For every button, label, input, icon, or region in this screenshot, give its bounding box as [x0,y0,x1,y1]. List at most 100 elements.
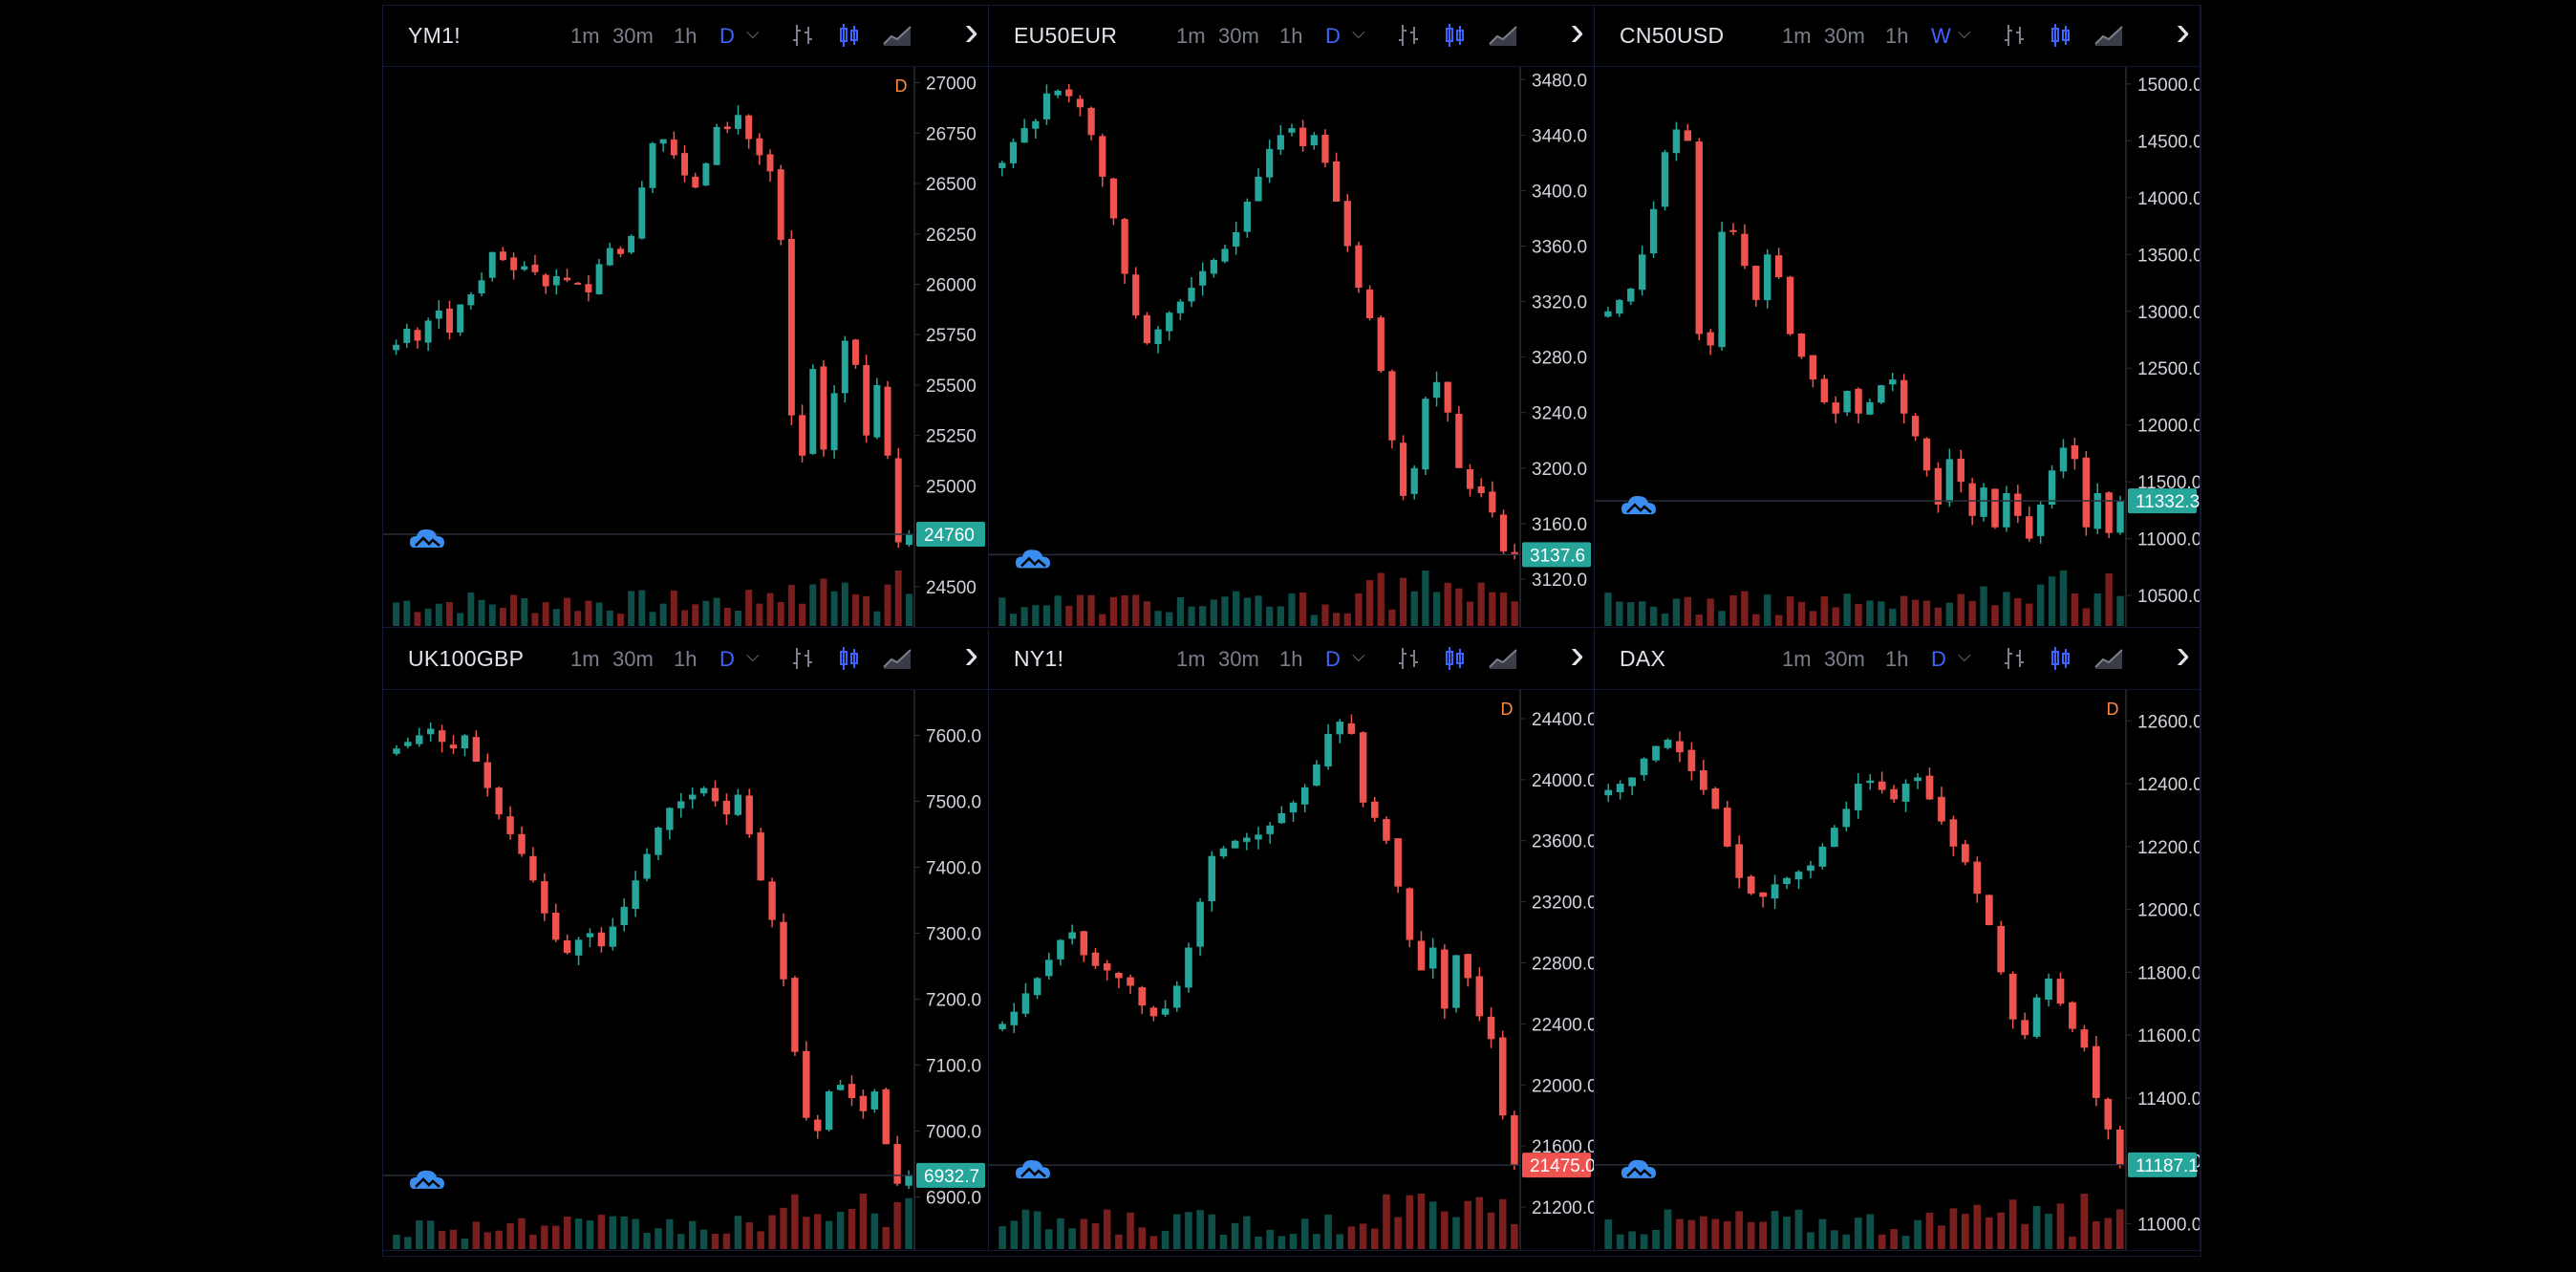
price-chart[interactable]: 24400.0 24000.0 23600.0 23200.0 22800.0 22400… [989,690,1595,1251]
timeframe-30m-button[interactable]: 30m [1218,647,1259,671]
chevron-down-icon[interactable]: ⌵ [746,646,760,665]
volume-bar [1997,1212,2006,1249]
interval-button[interactable]: D [1325,647,1341,671]
timeframe-30m-button[interactable]: 30m [1824,24,1865,48]
bar-chart-icon[interactable] [788,644,817,673]
chevron-down-icon[interactable]: ⌵ [1958,646,1971,665]
volume-bar [1410,591,1418,626]
candlestick-icon[interactable] [834,21,863,50]
timeframe-1h-button[interactable]: 1h [1885,647,1909,671]
chart-panel-ny1[interactable]: NY1! 1m 30m 1h D ⌵ › 24400.0 24000.0 23600.0 23200… [989,629,1595,1251]
y-tick-label: 24500 [926,578,977,598]
chevron-down-icon[interactable]: ⌵ [1352,23,1365,42]
area-chart-icon[interactable] [2093,21,2123,50]
timeframe-1m-button[interactable]: 1m [1782,24,1812,48]
price-chart[interactable]: 3480.0 3440.0 3400.0 3360.0 3320.0 3280.0 3240… [989,67,1595,628]
candle [1991,488,1999,528]
candle [1489,491,1496,513]
bar-chart-icon[interactable] [1394,644,1423,673]
interval-button[interactable]: D [1325,24,1341,48]
volume-bar [734,1216,742,1249]
chevron-right-icon[interactable]: › [964,631,978,678]
price-chart[interactable]: 7600.0 7500.0 7400.0 7300.0 7200.0 7100.0 7000… [383,690,989,1251]
price-chart[interactable]: 12600.00 12400.00 12200.00 12000.00 11800.00… [1595,690,2200,1251]
symbol-label[interactable]: UK100GBP [408,646,525,671]
interval-button[interactable]: W [1931,24,1951,48]
timeframe-1h-button[interactable]: 1h [1885,24,1909,48]
area-chart-icon[interactable] [2093,644,2123,673]
timeframe-30m-button[interactable]: 30m [1218,24,1259,48]
price-chart[interactable]: 15000.0 14500.0 14000.0 13500.0 13000.0 12500… [1595,67,2200,628]
timeframe-1m-button[interactable]: 1m [570,647,600,671]
candle [1640,758,1648,776]
chevron-down-icon[interactable]: ⌵ [1958,23,1971,42]
candlestick-icon[interactable] [834,644,863,673]
candle [1428,947,1437,969]
timeframe-1h-button[interactable]: 1h [1279,647,1303,671]
volume-bar [1199,606,1207,626]
chart-panel-uk100gbp[interactable]: UK100GBP 1m 30m 1h D ⌵ › 7600.0 7500.0 7400.0 7300… [383,629,989,1251]
timeframe-1h-button[interactable]: 1h [674,647,698,671]
chart-toolbar: NY1! 1m 30m 1h D ⌵ › [989,629,1594,690]
candlestick-icon[interactable] [2046,21,2074,50]
price-chart[interactable]: 27000 26750 26500 26250 26000 25750 25500 25250… [383,67,989,628]
bar-chart-icon[interactable] [2000,21,2029,50]
timeframe-30m-button[interactable]: 30m [612,647,654,671]
timeframe-1h-button[interactable]: 1h [1279,24,1303,48]
candlestick-icon[interactable] [1440,21,1469,50]
candle [435,310,442,319]
bar-chart-icon[interactable] [1394,21,1423,50]
chevron-right-icon[interactable]: › [1570,8,1584,54]
volume-bar [2115,1209,2124,1249]
interval-button[interactable]: D [719,24,735,48]
area-chart-icon[interactable] [882,644,912,673]
volume-bar [414,612,421,626]
bar-chart-icon[interactable] [2000,644,2029,673]
y-tick-label: 11800.00 [2137,963,2200,983]
symbol-label[interactable]: DAX [1620,646,1666,671]
chevron-right-icon[interactable]: › [964,8,978,54]
symbol-label[interactable]: NY1! [1014,646,1064,671]
timeframe-1h-button[interactable]: 1h [674,24,698,48]
area-chart-icon[interactable] [882,21,912,50]
y-tick-label: 3280.0 [1532,349,1587,369]
volume-bar [677,1234,685,1249]
chart-panel-eu50eur[interactable]: EU50EUR 1m 30m 1h D ⌵ › 3480.0 3440.0 3400.0 3360.… [989,6,1595,628]
chart-panel-dax[interactable]: DAX 1m 30m 1h D ⌵ › 12600.00 12400.00 12200.00 120… [1595,629,2200,1251]
symbol-label[interactable]: YM1! [408,23,461,48]
interval-button[interactable]: D [1931,647,1946,671]
candle [1321,134,1329,163]
timeframe-30m-button[interactable]: 30m [1824,647,1865,671]
volume-bar [841,582,848,626]
timeframe-1m-button[interactable]: 1m [570,24,600,48]
symbol-label[interactable]: EU50EUR [1014,23,1118,48]
chevron-right-icon[interactable]: › [2176,631,2190,678]
area-chart-icon[interactable] [1488,644,1517,673]
candle [803,1050,810,1118]
timeframe-1m-button[interactable]: 1m [1782,647,1812,671]
volume-bar [552,609,560,626]
candlestick-icon[interactable] [2046,644,2074,673]
timeframe-1m-button[interactable]: 1m [1176,647,1206,671]
candlestick-icon[interactable] [1440,644,1469,673]
candle [1511,551,1518,555]
chevron-right-icon[interactable]: › [1570,631,1584,678]
candle [1444,381,1451,413]
symbol-label[interactable]: CN50USD [1620,23,1725,48]
volume-bar [552,1225,560,1249]
area-chart-icon[interactable] [1488,21,1517,50]
y-tick-label: 7100.0 [926,1056,981,1076]
timeframe-1m-button[interactable]: 1m [1176,24,1206,48]
chevron-down-icon[interactable]: ⌵ [746,23,760,42]
chart-panel-cn50usd[interactable]: CN50USD 1m 30m 1h W ⌵ › 15000.0 14500.0 14000.0 13… [1595,6,2200,628]
volume-bar [1444,582,1451,626]
timeframe-30m-button[interactable]: 30m [612,24,654,48]
volume-bar [1866,600,1874,626]
volume-bar [1432,592,1441,626]
chevron-right-icon[interactable]: › [2176,8,2190,54]
interval-button[interactable]: D [719,647,735,671]
chart-panel-ym1[interactable]: YM1! 1m 30m 1h D ⌵ › 27000 26750 26500 26250 26000 2… [383,6,989,628]
chevron-down-icon[interactable]: ⌵ [1352,646,1365,665]
bar-chart-icon[interactable] [788,21,817,50]
volume-bar [1866,1214,1875,1249]
